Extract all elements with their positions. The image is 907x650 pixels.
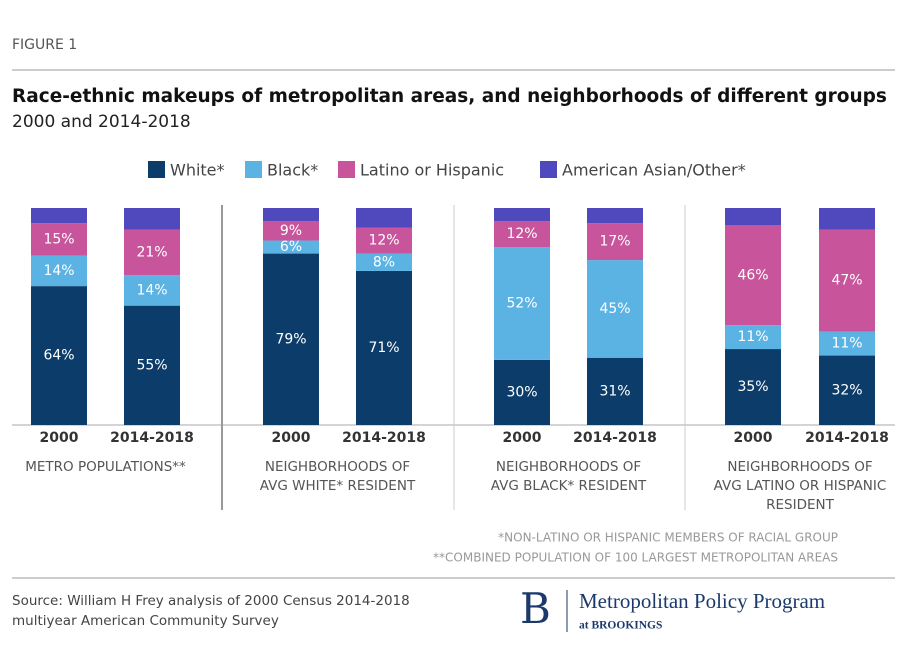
group-label: NEIGHBORHOODS OF — [727, 459, 872, 475]
group-label: AVG BLACK* RESIDENT — [491, 478, 647, 494]
value-label: 55% — [136, 357, 167, 373]
group-label: NEIGHBORHOODS OF — [265, 459, 410, 475]
legend-swatch — [540, 161, 557, 178]
legend-swatch — [338, 161, 355, 178]
group-label: RESIDENT — [766, 497, 834, 513]
x-tick-label: 2000 — [272, 430, 311, 446]
x-tick-label: 2014-2018 — [805, 430, 889, 446]
bar-segment — [819, 331, 875, 356]
group-label: NEIGHBORHOODS OF — [496, 459, 641, 475]
footnote: *NON-LATINO OR HISPANIC MEMBERS OF RACIA… — [498, 531, 838, 545]
footnote: **COMBINED POPULATION OF 100 LARGEST MET… — [433, 551, 838, 565]
bar-segment — [356, 208, 412, 228]
x-tick-label: 2000 — [503, 430, 542, 446]
source: multiyear American Community Survey — [12, 613, 279, 629]
chart-title: Race-ethnic makeups of metropolitan area… — [12, 86, 887, 107]
bar-segment — [124, 229, 180, 276]
bar-segment — [31, 286, 87, 425]
bar-segment — [725, 208, 781, 226]
bar-segment — [263, 253, 319, 425]
bar-segment — [587, 208, 643, 224]
value-label: 32% — [831, 382, 862, 398]
x-tick-label: 2014-2018 — [342, 430, 426, 446]
legend-label: Black* — [267, 161, 318, 180]
legend-swatch — [148, 161, 165, 178]
value-label: 52% — [506, 295, 537, 311]
group-label: AVG WHITE* RESIDENT — [260, 478, 416, 494]
x-tick-label: 2000 — [734, 430, 773, 446]
value-label: 11% — [737, 329, 768, 345]
value-label: 79% — [275, 331, 306, 347]
legend-label: American Asian/Other* — [562, 161, 746, 180]
bar-segment — [819, 208, 875, 230]
bar-segment — [494, 247, 550, 360]
bar-segment — [494, 208, 550, 222]
value-label: 46% — [737, 267, 768, 283]
source: Source: William H Frey analysis of 2000 … — [12, 593, 410, 609]
bar-segment — [725, 225, 781, 326]
bar-segment — [124, 208, 180, 230]
value-label: 12% — [368, 233, 399, 249]
figure-label: FIGURE 1 — [12, 37, 77, 53]
x-tick-label: 2000 — [40, 430, 79, 446]
bar-segment — [725, 349, 781, 425]
value-label: 47% — [831, 273, 862, 289]
bar-segment — [494, 221, 550, 248]
legend-label: White* — [170, 161, 225, 180]
value-label: 14% — [136, 282, 167, 298]
legend-swatch — [245, 161, 262, 178]
value-label: 12% — [506, 226, 537, 242]
bar-segment — [263, 208, 319, 222]
value-label: 15% — [43, 231, 74, 247]
value-label: 64% — [43, 348, 74, 364]
value-label: 31% — [599, 383, 630, 399]
value-label: 30% — [506, 384, 537, 400]
value-label: 11% — [831, 336, 862, 352]
value-label: 35% — [737, 379, 768, 395]
bar-segment — [31, 208, 87, 224]
bar-segment — [819, 229, 875, 332]
value-label: 17% — [599, 234, 630, 250]
group-label: AVG LATINO OR HISPANIC — [714, 478, 887, 494]
logo-letter: B — [520, 584, 551, 633]
bar-segment — [356, 227, 412, 254]
bar-segment — [124, 275, 180, 306]
bar-segment — [725, 325, 781, 350]
bar-segment — [31, 223, 87, 256]
bar-segment — [587, 357, 643, 425]
bar-segment — [31, 255, 87, 287]
x-tick-label: 2014-2018 — [573, 430, 657, 446]
value-label: 21% — [136, 244, 167, 260]
value-label: 14% — [43, 263, 74, 279]
logo-org: at BROOKINGS — [579, 620, 662, 632]
value-label: 9% — [280, 223, 302, 239]
bar-segment — [819, 355, 875, 425]
bar-segment — [587, 223, 643, 261]
bar-segment — [587, 260, 643, 358]
logo-name: Metropolitan Policy Program — [579, 589, 825, 613]
bar-segment — [263, 240, 319, 254]
value-label: 8% — [373, 254, 395, 270]
bar-segment — [356, 270, 412, 425]
legend-label: Latino or Hispanic — [360, 161, 504, 180]
value-label: 71% — [368, 340, 399, 356]
value-label: 6% — [280, 239, 302, 255]
bar-segment — [263, 221, 319, 241]
group-label: METRO POPULATIONS** — [25, 459, 186, 475]
bar-segment — [124, 305, 180, 425]
bar-segment — [356, 253, 412, 271]
value-label: 45% — [599, 301, 630, 317]
chart-subtitle: 2000 and 2014-2018 — [12, 112, 191, 132]
bar-segment — [494, 359, 550, 425]
x-tick-label: 2014-2018 — [110, 430, 194, 446]
